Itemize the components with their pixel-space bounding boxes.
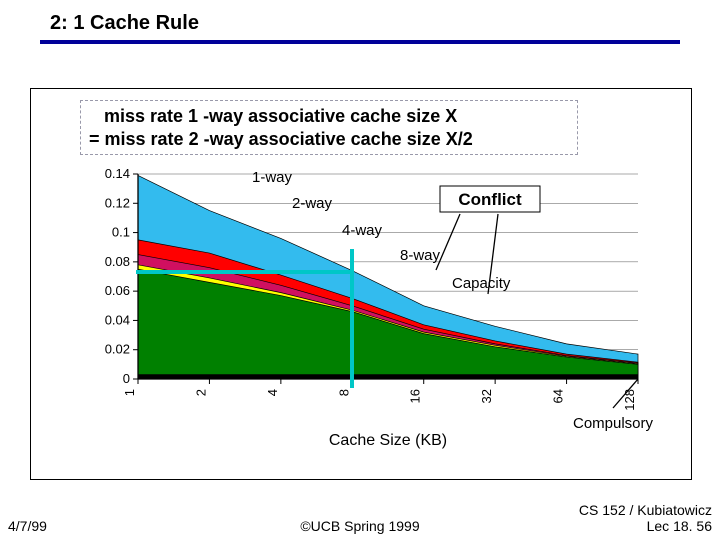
footer-course: CS 152 / Kubiatowicz Lec 18. 56	[579, 503, 712, 534]
svg-text:2-way: 2-way	[292, 195, 333, 212]
footer-course-line2: Lec 18. 56	[579, 519, 712, 534]
svg-text:Compulsory: Compulsory	[573, 415, 654, 432]
svg-text:8-way: 8-way	[400, 247, 441, 264]
svg-text:0.04: 0.04	[105, 312, 130, 327]
svg-text:0.08: 0.08	[105, 254, 130, 269]
svg-text:0.14: 0.14	[105, 166, 130, 181]
svg-text:16: 16	[408, 389, 423, 403]
svg-text:128: 128	[622, 389, 637, 411]
miss-rate-chart: 0 0.02 0.04 0.06 0.08 0.1 0.12 0.14 1 2 4 8 16 32 64 12…	[40, 160, 680, 480]
svg-text:0.06: 0.06	[105, 283, 130, 298]
svg-text:0.1: 0.1	[112, 225, 130, 240]
rule-line-2: = miss rate 2 -way associative cache siz…	[89, 128, 569, 151]
svg-text:1-way: 1-way	[252, 169, 293, 186]
footer-course-line1: CS 152 / Kubiatowicz	[579, 503, 712, 518]
svg-text:4: 4	[265, 389, 280, 396]
svg-text:Conflict: Conflict	[458, 190, 522, 209]
cache-rule-box: miss rate 1 -way associative cache size …	[80, 100, 578, 155]
svg-text:8: 8	[336, 389, 351, 396]
svg-text:0.12: 0.12	[105, 195, 130, 210]
svg-text:Capacity: Capacity	[452, 275, 511, 292]
svg-text:Cache Size (KB): Cache Size (KB)	[329, 432, 447, 449]
svg-text:64: 64	[551, 389, 566, 403]
svg-text:4-way: 4-way	[342, 222, 383, 239]
title-underline	[40, 40, 680, 44]
svg-text:1: 1	[122, 389, 137, 396]
svg-text:0: 0	[123, 371, 130, 386]
rule-line-1: miss rate 1 -way associative cache size …	[89, 105, 569, 128]
svg-text:32: 32	[479, 389, 494, 403]
svg-text:0.02: 0.02	[105, 342, 130, 357]
slide-title: 2: 1 Cache Rule	[50, 12, 199, 35]
svg-text:2: 2	[193, 389, 208, 396]
